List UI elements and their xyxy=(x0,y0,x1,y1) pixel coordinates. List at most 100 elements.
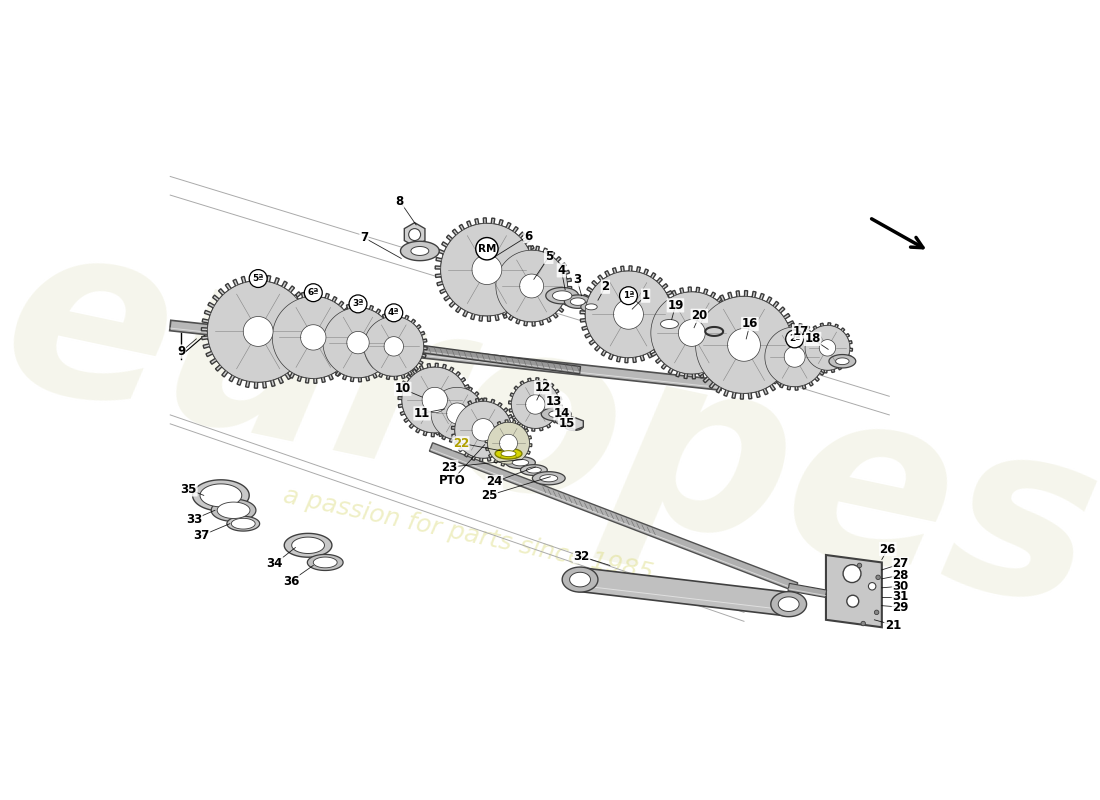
Text: 28: 28 xyxy=(892,569,909,582)
Circle shape xyxy=(475,238,498,260)
Text: 22: 22 xyxy=(453,437,469,450)
Polygon shape xyxy=(532,472,565,485)
Text: 26: 26 xyxy=(880,542,896,555)
Polygon shape xyxy=(784,346,805,367)
Polygon shape xyxy=(546,287,579,304)
Text: 35: 35 xyxy=(180,483,197,496)
Polygon shape xyxy=(402,367,468,433)
Text: 10: 10 xyxy=(395,382,410,395)
Text: 32: 32 xyxy=(573,550,590,563)
Text: 36: 36 xyxy=(283,574,299,587)
Text: 20: 20 xyxy=(691,310,707,322)
Polygon shape xyxy=(569,425,580,429)
Polygon shape xyxy=(761,323,828,390)
Text: 3ª: 3ª xyxy=(352,299,364,308)
Text: 7: 7 xyxy=(360,231,368,244)
Polygon shape xyxy=(472,254,502,285)
Polygon shape xyxy=(431,387,483,439)
Polygon shape xyxy=(227,516,260,531)
Polygon shape xyxy=(512,381,559,428)
Polygon shape xyxy=(527,467,541,473)
Circle shape xyxy=(409,229,420,241)
Polygon shape xyxy=(472,418,494,441)
Polygon shape xyxy=(398,363,472,437)
Polygon shape xyxy=(200,484,242,507)
Polygon shape xyxy=(361,313,427,380)
Polygon shape xyxy=(646,287,738,379)
Polygon shape xyxy=(211,499,256,522)
Polygon shape xyxy=(384,337,404,356)
Polygon shape xyxy=(284,534,332,558)
Polygon shape xyxy=(300,325,326,350)
Polygon shape xyxy=(447,403,468,424)
Polygon shape xyxy=(169,320,723,390)
Polygon shape xyxy=(436,218,539,322)
Text: a passion for parts since 1985: a passion for parts since 1985 xyxy=(280,483,656,585)
Circle shape xyxy=(876,575,880,579)
Polygon shape xyxy=(422,387,448,413)
Polygon shape xyxy=(492,246,572,326)
Polygon shape xyxy=(502,450,516,457)
Text: 2: 2 xyxy=(602,280,609,294)
Polygon shape xyxy=(561,418,573,423)
Polygon shape xyxy=(564,295,591,308)
Circle shape xyxy=(349,295,367,313)
Text: 34: 34 xyxy=(266,558,283,570)
Text: 21: 21 xyxy=(884,618,901,631)
Circle shape xyxy=(619,286,637,305)
Polygon shape xyxy=(506,457,536,469)
Polygon shape xyxy=(562,567,598,592)
Circle shape xyxy=(868,582,876,590)
Polygon shape xyxy=(496,250,568,322)
Text: 27: 27 xyxy=(892,558,909,570)
Text: 6: 6 xyxy=(524,230,532,242)
Text: 33: 33 xyxy=(186,513,202,526)
Text: 19: 19 xyxy=(668,299,683,312)
Polygon shape xyxy=(405,222,425,246)
Polygon shape xyxy=(520,465,548,475)
Circle shape xyxy=(847,595,859,607)
Polygon shape xyxy=(217,502,250,518)
Polygon shape xyxy=(764,327,825,386)
Polygon shape xyxy=(549,411,563,418)
Polygon shape xyxy=(364,317,424,376)
Polygon shape xyxy=(679,319,705,346)
Polygon shape xyxy=(411,246,429,255)
Polygon shape xyxy=(508,378,562,431)
Polygon shape xyxy=(201,274,315,388)
Text: 4: 4 xyxy=(558,264,565,277)
Polygon shape xyxy=(319,303,397,382)
Polygon shape xyxy=(802,323,852,373)
Polygon shape xyxy=(771,592,806,617)
Polygon shape xyxy=(346,331,370,354)
Polygon shape xyxy=(513,459,529,466)
Text: 5ª: 5ª xyxy=(253,274,264,283)
Polygon shape xyxy=(314,557,337,568)
Circle shape xyxy=(305,284,322,302)
Polygon shape xyxy=(820,340,836,356)
Polygon shape xyxy=(455,402,512,458)
Polygon shape xyxy=(495,448,521,459)
Polygon shape xyxy=(441,223,534,316)
Polygon shape xyxy=(829,354,856,368)
Polygon shape xyxy=(243,317,273,346)
Text: 17: 17 xyxy=(792,325,808,338)
Text: 15: 15 xyxy=(559,418,575,430)
Polygon shape xyxy=(267,291,360,383)
Polygon shape xyxy=(485,420,532,466)
Polygon shape xyxy=(581,302,602,312)
Polygon shape xyxy=(585,304,597,310)
Polygon shape xyxy=(231,518,255,529)
Polygon shape xyxy=(580,266,676,362)
Polygon shape xyxy=(565,423,583,430)
Polygon shape xyxy=(690,290,799,399)
Polygon shape xyxy=(614,299,644,330)
Text: 24: 24 xyxy=(486,475,503,489)
Circle shape xyxy=(250,270,267,287)
Polygon shape xyxy=(400,242,439,261)
Text: 14: 14 xyxy=(554,407,571,420)
Text: 37: 37 xyxy=(194,529,210,542)
Text: 31: 31 xyxy=(892,590,909,603)
Text: 1ª: 1ª xyxy=(623,291,635,300)
Polygon shape xyxy=(273,297,354,378)
